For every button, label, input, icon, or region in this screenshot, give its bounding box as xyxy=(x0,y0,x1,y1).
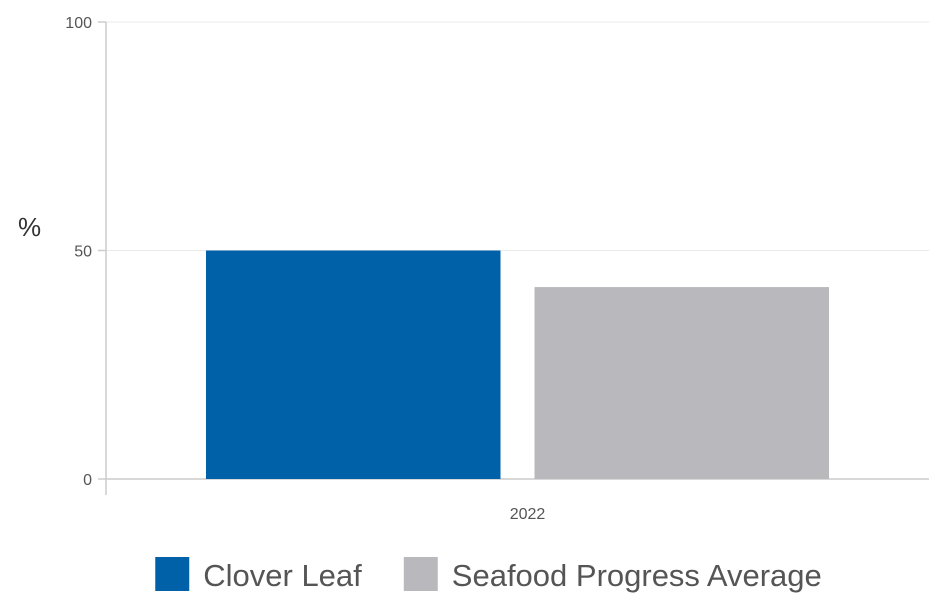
y-tick-label: 50 xyxy=(74,244,92,261)
bar-seafood-progress-average xyxy=(534,287,829,479)
grid-lines xyxy=(106,21,929,251)
y-tick-labels: 0 50 100 xyxy=(65,15,106,489)
legend-swatch xyxy=(403,557,438,591)
x-tick-label: 2022 xyxy=(510,506,546,523)
y-tick-label: 0 xyxy=(83,472,92,489)
legend: Clover Leaf Seafood Progress Average xyxy=(155,557,822,593)
y-axis-label: % xyxy=(18,212,41,242)
y-tick-label: 100 xyxy=(65,15,92,32)
x-tick-labels: 2022 xyxy=(510,506,546,523)
legend-swatch xyxy=(155,557,190,591)
bar-clover-leaf xyxy=(206,250,501,479)
legend-label: Seafood Progress Average xyxy=(452,558,822,593)
bars xyxy=(206,250,829,479)
legend-label: Clover Leaf xyxy=(203,558,362,593)
